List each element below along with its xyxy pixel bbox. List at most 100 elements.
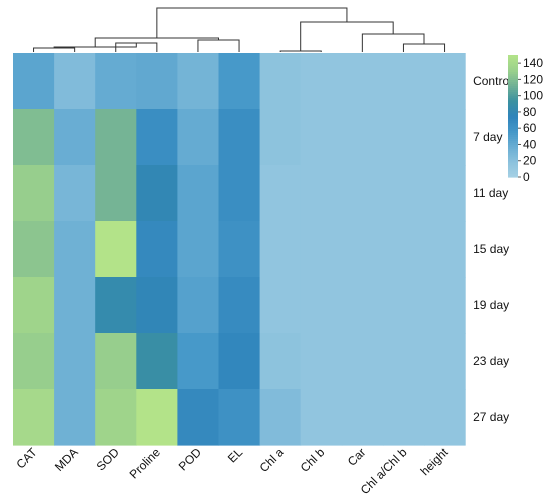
heatmap-cell (218, 165, 261, 222)
colorbar-segment (508, 174, 518, 178)
heatmap-cell (177, 53, 220, 110)
row-label: 15 day (473, 242, 509, 256)
colorbar-segment (508, 120, 518, 123)
colorbar-segment (508, 132, 518, 135)
column-label: SOD (94, 445, 123, 474)
heatmap-cell (424, 389, 466, 446)
colorbar-segment (508, 150, 518, 154)
colorbar-segment (508, 87, 518, 91)
heatmap-cell (95, 221, 137, 278)
colorbar-segment (508, 124, 518, 127)
colorbar-segment (508, 152, 518, 156)
row-label: 23 day (473, 354, 509, 368)
heatmap-cell (218, 389, 261, 446)
colorbar-segment (508, 89, 518, 93)
heatmap-cell (218, 333, 261, 390)
colorbar-segment (508, 107, 518, 111)
heatmap-cell (177, 277, 220, 334)
colorbar-tick-label: 40 (523, 137, 537, 151)
row-labels: Control 7 day 11 day 15 day 19 day 23 day 27 d… (473, 74, 512, 424)
heatmap-cell (341, 165, 384, 222)
heatmap-cell (218, 53, 261, 110)
colorbar-segment (508, 59, 518, 62)
colorbar-segment (508, 118, 518, 121)
heatmap-cell (259, 221, 302, 278)
dendrogram-branch (300, 21, 394, 51)
heatmap-cell (177, 333, 220, 390)
colorbar-segment (508, 154, 518, 158)
colorbar-segment (508, 146, 518, 150)
heatmap-cell (54, 221, 96, 278)
colorbar-segment (508, 97, 518, 101)
heatmap-cell (177, 221, 220, 278)
heatmap-cell (218, 277, 261, 334)
heatmap-cell (95, 389, 137, 446)
colorbar-segment (508, 63, 518, 66)
colorbar-segment (508, 116, 518, 119)
colorbar-segment (508, 156, 518, 160)
heatmap-cell (136, 221, 178, 278)
colorbar-segment (508, 122, 518, 125)
heatmap-cell (136, 389, 178, 446)
heatmap-cell (382, 109, 425, 166)
heatmap-cell (300, 389, 343, 446)
heatmap-cell (13, 109, 55, 166)
column-label: Chl b (298, 445, 328, 475)
column-label: Proline (127, 445, 164, 482)
colorbar-segment (508, 113, 518, 117)
heatmap-cell (136, 333, 178, 390)
row-label: 27 day (473, 410, 509, 424)
column-label: Car (345, 445, 369, 469)
colorbar-tick-label: 80 (523, 105, 537, 119)
colorbar-tick-label: 140 (523, 56, 543, 70)
colorbar-segment (508, 85, 518, 89)
heatmap-cell (13, 389, 55, 446)
heatmap-cell (95, 277, 137, 334)
colorbar-segment (508, 91, 518, 95)
heatmap-cell (424, 333, 466, 390)
heatmap-cell (54, 165, 96, 222)
heatmap-cell (341, 277, 384, 334)
heatmap-cell (136, 165, 178, 222)
heatmap-cell (382, 53, 425, 110)
heatmap-cell (95, 109, 137, 166)
colorbar-segment (508, 73, 518, 76)
heatmap-cell (300, 277, 343, 334)
colorbar-segment (508, 105, 518, 109)
heatmap-cell (259, 165, 302, 222)
heatmap-cell (54, 389, 96, 446)
heatmap-cell (136, 109, 178, 166)
heatmap-cell (54, 109, 96, 166)
heatmap-cell (382, 165, 425, 222)
heatmap-cell (13, 333, 55, 390)
heatmap-cell (13, 53, 55, 110)
colorbar-segment (508, 111, 518, 115)
dendrogram-branch (279, 50, 322, 52)
column-label: EL (225, 445, 246, 466)
heatmap-cell (218, 221, 261, 278)
colorbar-segment (508, 136, 518, 139)
heatmap-cell (259, 53, 302, 110)
colorbar-segment (508, 95, 518, 99)
colorbar-segment (508, 79, 518, 83)
row-label: 11 day (473, 186, 508, 200)
colorbar-segment (508, 164, 518, 168)
colorbar-segment (508, 162, 518, 166)
colorbar-segment (508, 166, 518, 170)
row-label: 19 day (473, 298, 509, 312)
heatmap-cell (424, 277, 466, 334)
row-label: 7 day (473, 130, 502, 144)
colorbar-segment (508, 160, 518, 164)
colorbar-segment (508, 75, 518, 78)
colorbar-legend: 0 20 40 60 80 100 120 140 (508, 55, 543, 184)
heatmap-cell (136, 53, 178, 110)
colorbar-tick-label: 120 (523, 72, 543, 86)
colorbar-segment (508, 57, 518, 60)
colorbar-segment (508, 67, 518, 70)
heatmap-cell (341, 333, 384, 390)
colorbar-tick-label: 0 (523, 170, 530, 184)
heatmap-cell (259, 389, 302, 446)
colorbar-segment (508, 101, 518, 105)
